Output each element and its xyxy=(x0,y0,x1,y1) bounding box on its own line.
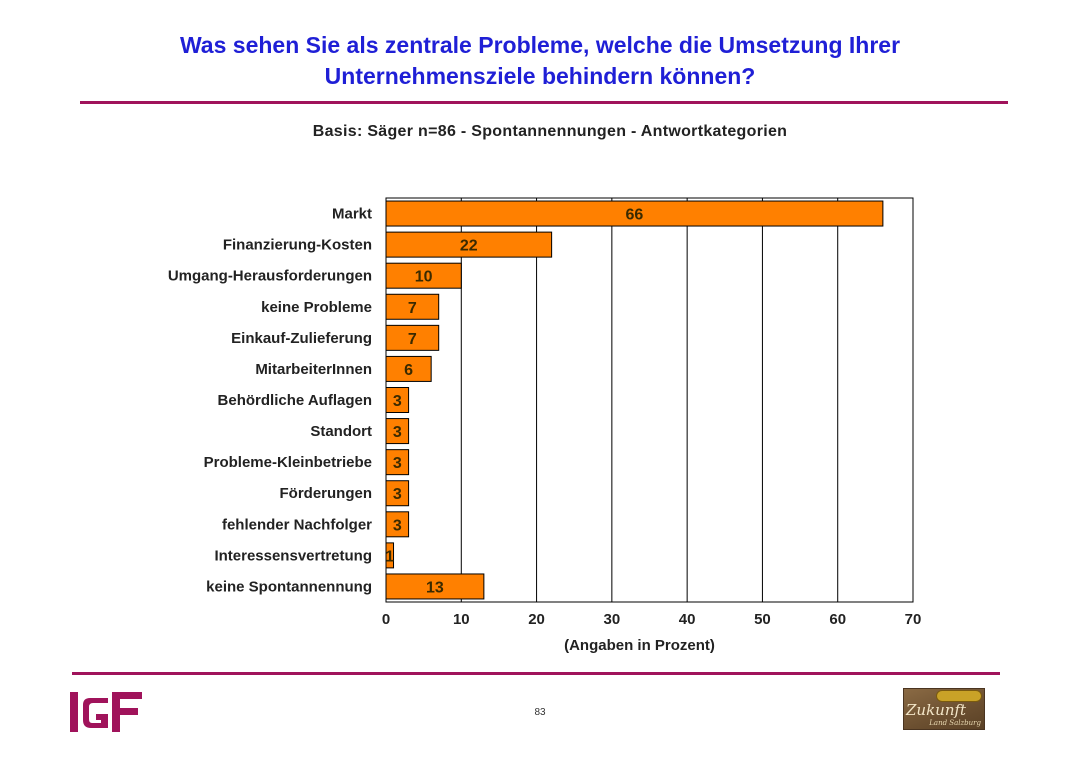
data-label: 3 xyxy=(393,486,402,503)
bar xyxy=(385,355,432,382)
data-label: 66 xyxy=(626,207,644,224)
data-label: 1 xyxy=(385,548,394,565)
data-label: 3 xyxy=(393,517,402,534)
igf-logo xyxy=(70,692,142,732)
data-label: 7 xyxy=(408,331,417,348)
category-label: Probleme-Kleinbetriebe xyxy=(204,454,372,471)
page-title: Was sehen Sie als zentrale Probleme, wel… xyxy=(60,30,1020,92)
data-label: 22 xyxy=(460,238,478,255)
zukunft-badge: Zukunft Land Salzburg xyxy=(903,688,985,730)
bar xyxy=(385,449,410,476)
top-divider xyxy=(80,101,1008,104)
x-tick-label: 70 xyxy=(905,611,922,628)
x-tick-label: 30 xyxy=(604,611,621,628)
category-label: Einkauf-Zulieferung xyxy=(231,330,372,347)
bar xyxy=(385,418,410,445)
bar xyxy=(385,293,440,320)
category-label: Förderungen xyxy=(280,485,373,502)
category-label: Interessensvertretung xyxy=(214,547,372,564)
x-tick-label: 40 xyxy=(679,611,696,628)
bar xyxy=(385,511,410,538)
category-label: Standort xyxy=(310,423,372,440)
x-tick-label: 10 xyxy=(453,611,470,628)
data-label: 3 xyxy=(393,393,402,410)
badge-seal xyxy=(936,690,982,702)
data-label: 3 xyxy=(393,424,402,441)
data-label: 6 xyxy=(404,362,413,379)
plot-frame xyxy=(385,197,914,603)
category-label: keine Probleme xyxy=(261,299,372,316)
x-axis-label: (Angaben in Prozent) xyxy=(564,637,715,654)
chart-subtitle: Basis: Säger n=86 - Spontannennungen - A… xyxy=(312,123,788,140)
category-label: keine Spontannennung xyxy=(206,578,372,595)
category-label: Umgang-Herausforderungen xyxy=(168,268,372,285)
page-title-line1: Was sehen Sie als zentrale Probleme, wel… xyxy=(179,32,901,58)
x-tick-label: 50 xyxy=(754,611,771,628)
bar xyxy=(385,200,884,227)
page-number: 83 xyxy=(534,707,546,718)
category-label: Finanzierung-Kosten xyxy=(223,237,372,254)
page-title-line2: Unternehmensziele behindern können? xyxy=(324,63,756,89)
x-tick-label: 20 xyxy=(528,611,545,628)
data-label: 3 xyxy=(393,455,402,472)
category-label: Markt xyxy=(332,206,372,223)
bar xyxy=(385,480,410,507)
category-label: fehlender Nachfolger xyxy=(222,516,372,533)
data-label: 10 xyxy=(415,269,433,286)
category-label: Behördliche Auflagen xyxy=(218,392,372,409)
x-tick-label: 0 xyxy=(382,611,390,628)
bar xyxy=(385,573,485,600)
badge-word: Zukunft xyxy=(906,701,967,719)
bar xyxy=(385,324,440,351)
bar-chart: 0 10 20 30 40 50 60 70 (Angaben in Prozent) Markt… xyxy=(168,197,922,654)
x-tick-label: 60 xyxy=(829,611,846,628)
badge-sub: Land Salzburg xyxy=(929,719,981,727)
bar xyxy=(385,387,410,413)
data-label: 7 xyxy=(408,300,417,317)
bar xyxy=(385,231,553,258)
bar xyxy=(385,262,462,289)
bottom-divider xyxy=(72,672,1000,675)
category-label: MitarbeiterInnen xyxy=(255,361,372,378)
bar xyxy=(385,542,395,569)
data-label: 13 xyxy=(426,579,444,596)
